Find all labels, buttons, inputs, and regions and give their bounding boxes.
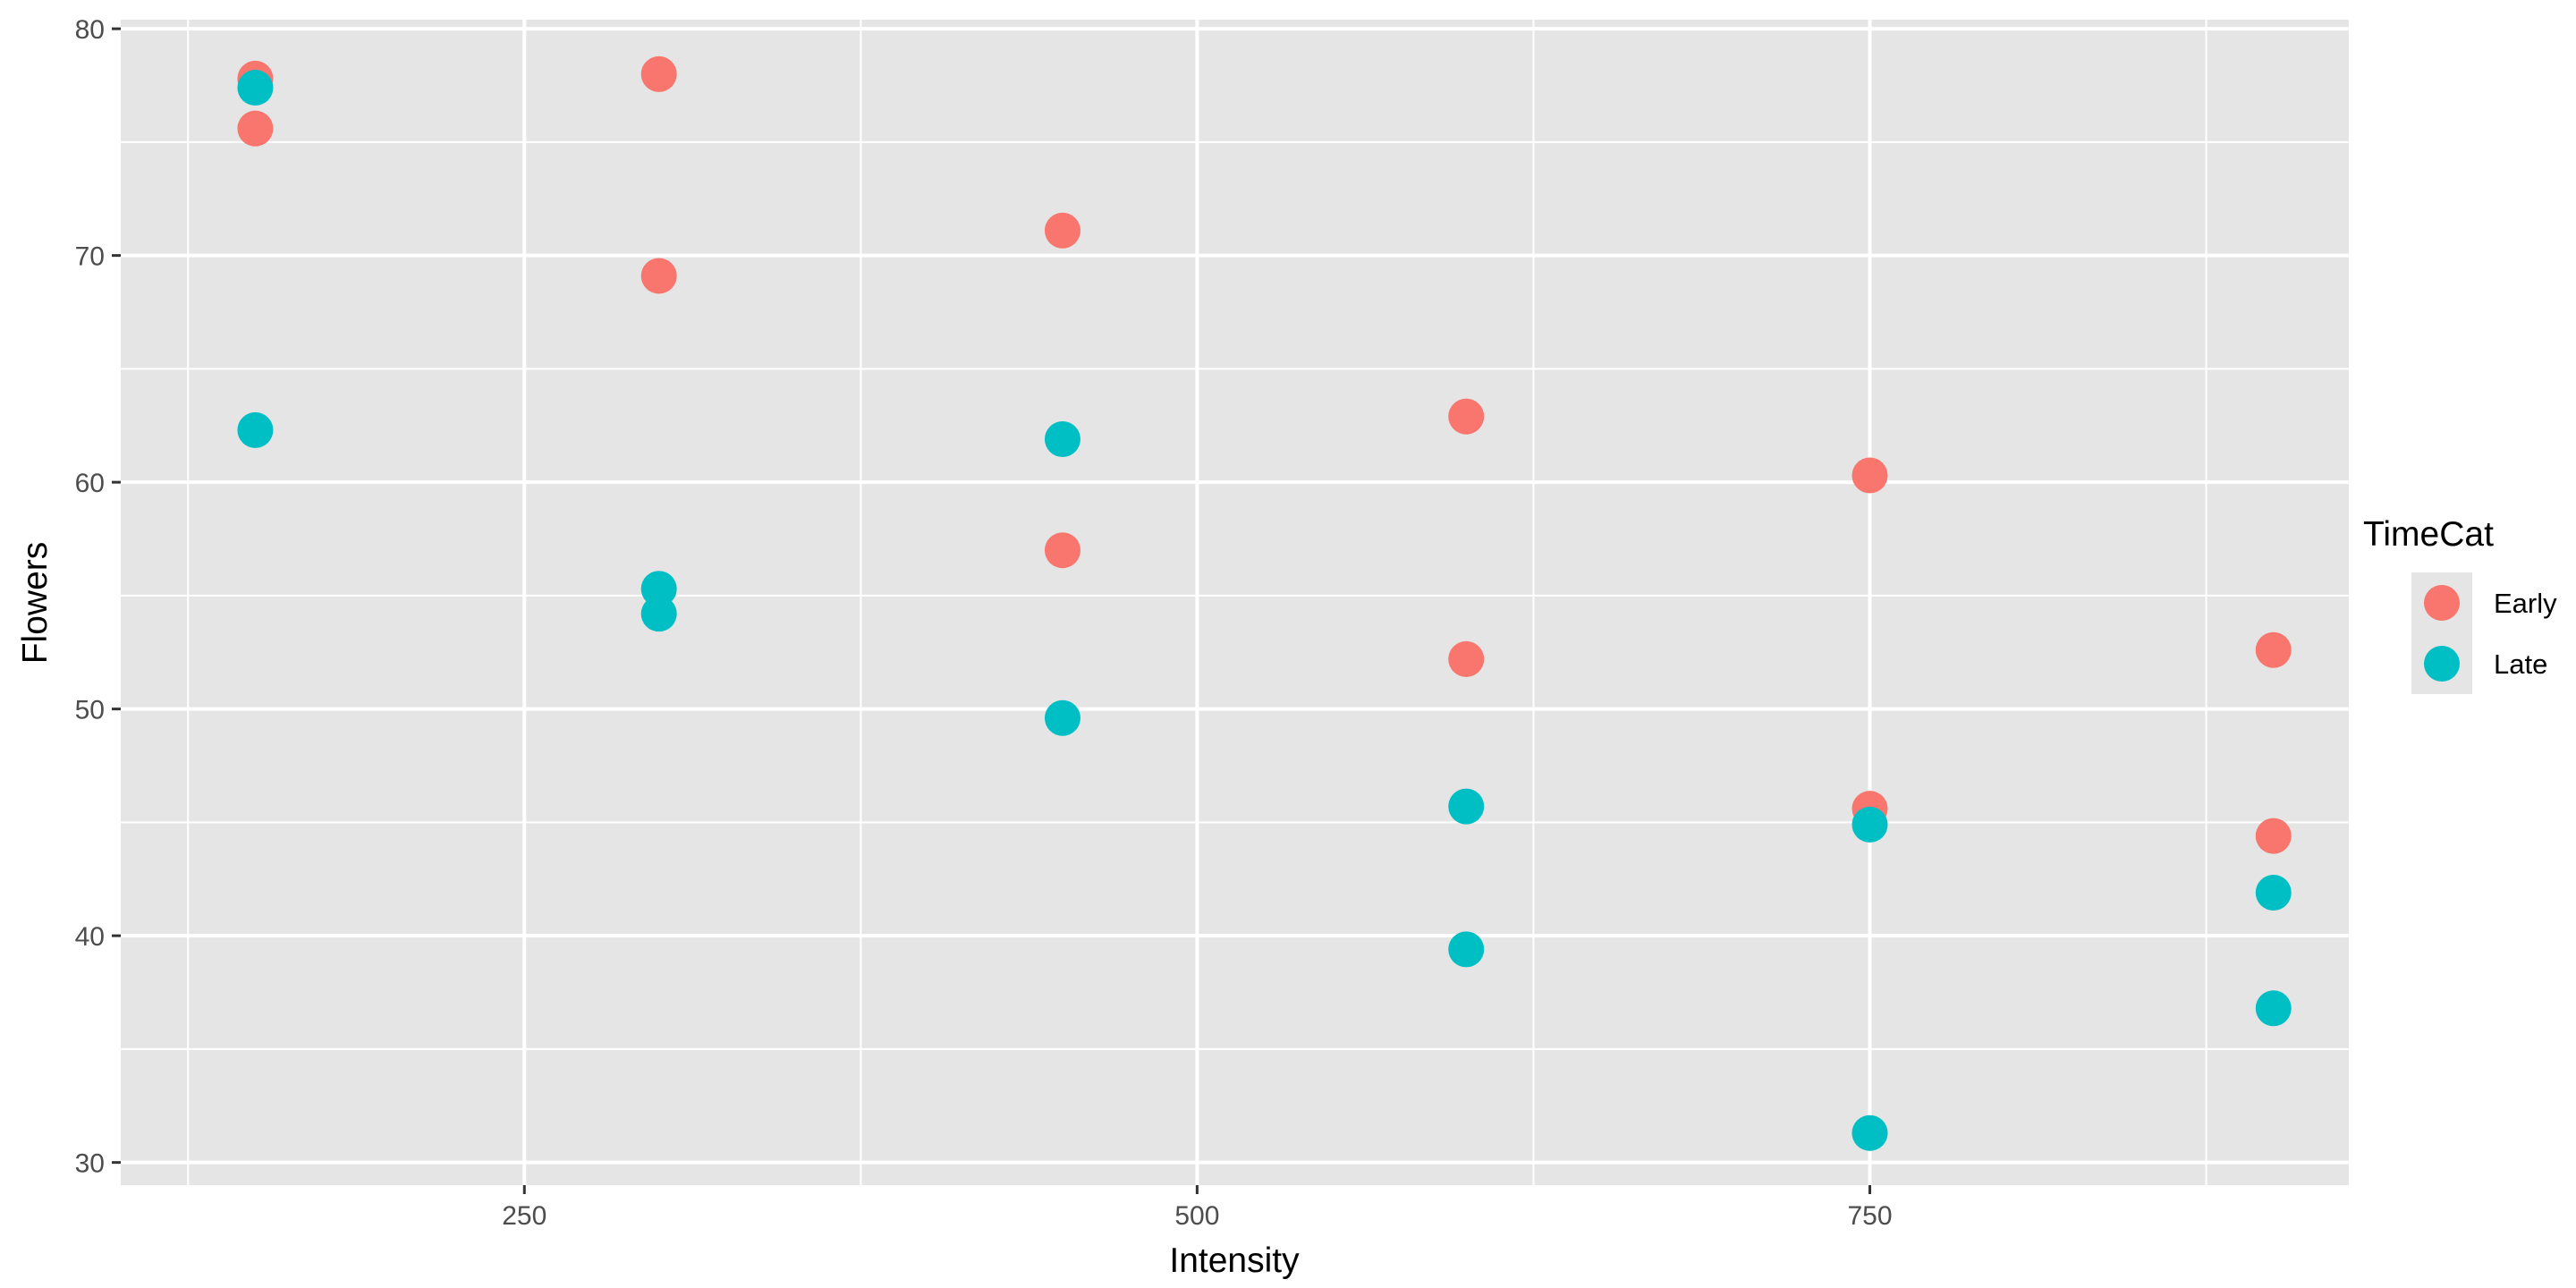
- data-point-early: [1448, 398, 1485, 435]
- data-point-late: [640, 596, 677, 632]
- data-point-early: [640, 55, 677, 92]
- data-point-early: [1448, 640, 1485, 677]
- panel-background: [121, 20, 2349, 1185]
- y-axis-title: Flowers: [16, 542, 55, 665]
- data-point-late: [1448, 931, 1485, 968]
- data-point-late: [1044, 420, 1080, 457]
- data-point-early: [1044, 212, 1080, 249]
- data-point-early: [2255, 818, 2292, 854]
- legend-title: TimeCat: [2363, 515, 2494, 554]
- data-point-early: [237, 110, 274, 147]
- y-tick-label: 70: [75, 242, 105, 272]
- x-tick-label: 500: [1174, 1201, 1219, 1231]
- x-tick-label: 750: [1847, 1201, 1892, 1231]
- data-point-early: [1044, 532, 1080, 569]
- data-point-late: [2255, 990, 2292, 1027]
- data-point-late: [1044, 699, 1080, 736]
- data-point-early: [2255, 631, 2292, 668]
- data-points: [237, 55, 2292, 1151]
- data-point-late: [237, 70, 274, 106]
- legend: TimeCat Early Late: [2363, 515, 2557, 694]
- x-axis-title: Intensity: [1169, 1241, 1300, 1280]
- data-point-late: [1852, 1114, 1888, 1151]
- y-tick-label: 40: [75, 922, 105, 952]
- data-point-late: [1852, 806, 1888, 843]
- data-point-late: [237, 411, 274, 448]
- legend-label-late: Late: [2494, 648, 2547, 680]
- data-point-late: [1448, 788, 1485, 825]
- y-tick-label: 30: [75, 1149, 105, 1179]
- axis-ticks: 250 500 750 30 40 50 60 70 80: [75, 15, 1893, 1231]
- grid-major: [121, 20, 2349, 1185]
- y-tick-label: 80: [75, 15, 105, 45]
- data-point-early: [1852, 457, 1888, 494]
- legend-key-late: [2424, 646, 2460, 682]
- y-tick-label: 60: [75, 469, 105, 498]
- data-point-late: [2255, 874, 2292, 911]
- y-tick-label: 50: [75, 696, 105, 725]
- legend-label-early: Early: [2494, 588, 2557, 619]
- data-point-late: [640, 571, 677, 607]
- grid-minor: [121, 20, 2349, 1185]
- x-tick-label: 250: [502, 1201, 547, 1231]
- legend-key-early: [2424, 585, 2460, 621]
- data-point-early: [640, 258, 677, 294]
